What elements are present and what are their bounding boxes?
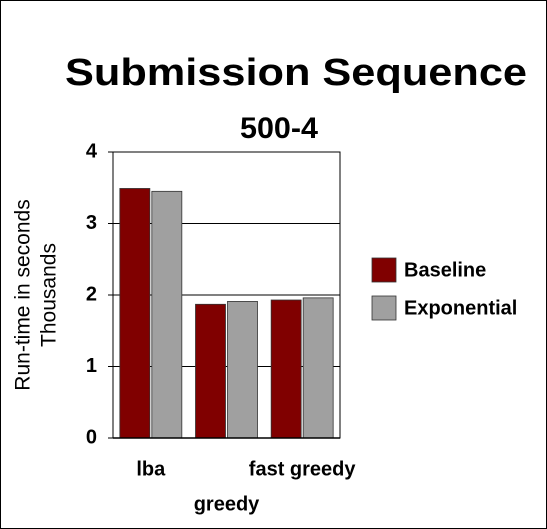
- y-tick-label: 4: [86, 140, 98, 162]
- legend-label: Baseline: [404, 259, 486, 281]
- y-axis-label: Run-time in seconds: [12, 199, 35, 390]
- bar: [151, 190, 183, 439]
- x-tick-label: greedy: [194, 493, 260, 515]
- bar: [119, 188, 151, 439]
- chart-subtitle: 500-4: [240, 112, 318, 145]
- legend-label: Exponential: [404, 297, 517, 319]
- y-tick-label: 3: [86, 212, 97, 234]
- bar: [227, 301, 258, 439]
- bar: [302, 297, 334, 439]
- legend-swatch: [371, 295, 397, 321]
- y-tick-label: 0: [86, 426, 97, 448]
- y-tick-label: 1: [86, 355, 97, 377]
- legend-swatch: [371, 257, 397, 283]
- chart-title: Submission Sequence: [65, 52, 527, 94]
- y-tick-label: 2: [86, 283, 97, 305]
- bar: [270, 299, 302, 439]
- x-tick-label: lba: [136, 458, 166, 480]
- bar: [195, 303, 226, 439]
- x-tick-label: fast greedy: [249, 458, 357, 480]
- y-axis-label: Thousands: [38, 243, 61, 347]
